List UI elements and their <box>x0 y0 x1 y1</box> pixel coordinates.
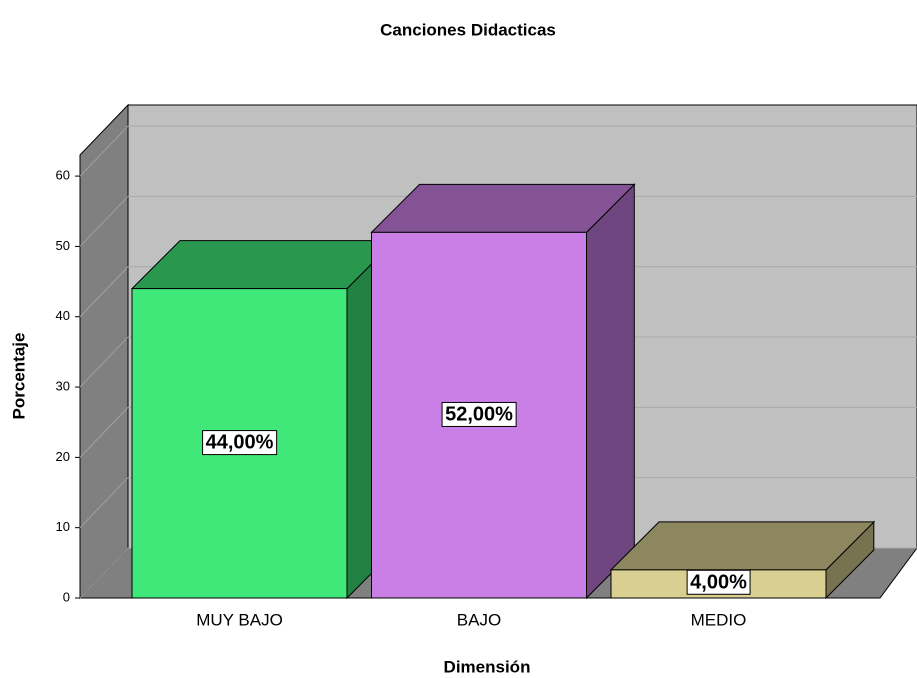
grid-line <box>79 477 129 529</box>
grid-line <box>79 336 129 388</box>
x-tick-label: MEDIO <box>691 610 747 629</box>
grid-line <box>79 196 129 247</box>
y-tick-label: 60 <box>56 168 70 183</box>
x-tick-label: MUY BAJO <box>196 610 283 629</box>
y-tick-label: 20 <box>56 449 70 464</box>
y-tick-label: 50 <box>56 238 70 253</box>
y-axis-title: Porcentaje <box>9 333 28 420</box>
chart-title: Canciones Didacticas <box>380 20 556 39</box>
bar <box>370 183 636 600</box>
y-tick-label: 30 <box>56 378 70 393</box>
y-tick-label: 0 <box>63 589 70 604</box>
left-wall <box>79 103 129 600</box>
data-label: 4,00% <box>690 571 747 593</box>
y-tick-label: 10 <box>56 519 70 534</box>
data-label: 44,00% <box>206 432 274 454</box>
bar-side <box>586 183 635 600</box>
grid-line <box>79 266 129 318</box>
x-tick-label: BAJO <box>457 610 501 629</box>
y-tick-label: 40 <box>56 308 70 323</box>
data-label-box <box>686 569 751 595</box>
grid-line <box>79 407 129 458</box>
x-axis-title: Dimensión <box>444 657 531 676</box>
data-label-box <box>441 401 517 427</box>
grid-line <box>79 125 129 177</box>
bar <box>130 239 397 600</box>
data-label-box <box>202 430 278 456</box>
grid-line <box>79 547 129 599</box>
data-label: 52,00% <box>445 403 513 425</box>
